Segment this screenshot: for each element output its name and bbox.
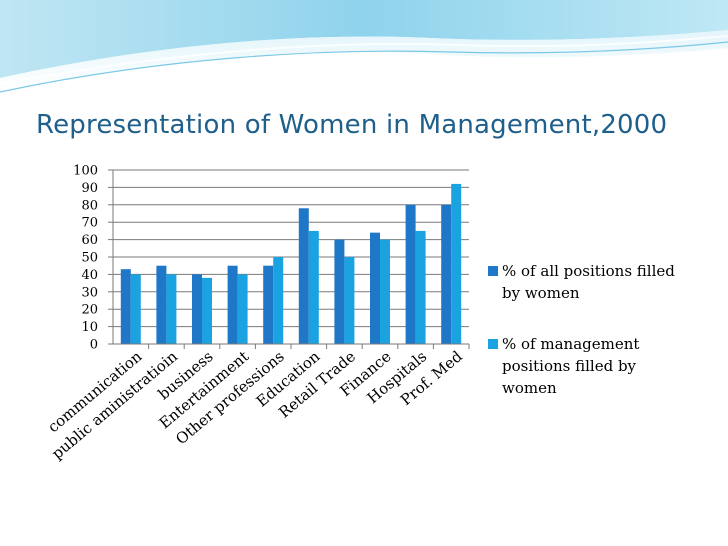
y-tick-label-90: 90 xyxy=(81,181,98,196)
y-tick-label-30: 30 xyxy=(81,285,98,300)
y-tick-label-50: 50 xyxy=(81,251,98,266)
bar-series-1-1 xyxy=(120,269,131,344)
header-wave-banner xyxy=(0,0,728,93)
legend-swatch-series-2 xyxy=(488,339,498,349)
bar-series-1-4 xyxy=(227,265,238,344)
bar-series-2-2 xyxy=(166,274,177,344)
y-tick-label-40: 40 xyxy=(81,268,98,283)
bar-series-1-9 xyxy=(405,204,416,344)
legend-item-series-1: % of all positions filled by women xyxy=(488,260,688,304)
y-tick-labels: 0 10 20 30 40 50 60 70 80 90 100 xyxy=(73,164,98,353)
bar-series-1-10 xyxy=(441,204,452,344)
bar-series-1-2 xyxy=(156,265,167,344)
bar-series-2-7 xyxy=(344,257,355,344)
bar-series-2-9 xyxy=(415,230,426,344)
bar-series-1-8 xyxy=(370,232,380,344)
y-tick-label-10: 10 xyxy=(81,320,98,335)
slide-title: Representation of Women in Management,20… xyxy=(36,110,668,140)
y-tick-label-70: 70 xyxy=(81,216,98,231)
bar-series-2-4 xyxy=(237,274,248,344)
axes xyxy=(108,169,470,349)
bars xyxy=(120,183,462,344)
bar-series-1-6 xyxy=(298,208,309,344)
y-tick-label-20: 20 xyxy=(81,303,98,318)
legend-label-series-1: % of all positions filled by women xyxy=(502,262,675,302)
bar-series-2-5 xyxy=(273,257,284,344)
bar-series-2-3 xyxy=(202,277,212,344)
legend-item-series-2: % of management positions filled by wome… xyxy=(488,333,688,399)
bar-series-1-7 xyxy=(334,239,345,344)
bar-series-2-10 xyxy=(451,183,462,344)
bar-series-1-5 xyxy=(263,265,274,344)
bar-series-2-1 xyxy=(130,274,141,344)
y-tick-label-100: 100 xyxy=(73,164,98,179)
y-tick-label-0: 0 xyxy=(90,338,98,353)
legend-label-series-2: % of management positions filled by wome… xyxy=(502,335,640,397)
y-tick-label-80: 80 xyxy=(81,198,98,213)
bar-series-1-3 xyxy=(192,274,202,344)
bar-series-2-8 xyxy=(380,239,390,344)
legend-swatch-series-1 xyxy=(488,266,498,276)
bar-series-2-6 xyxy=(308,230,319,344)
y-tick-label-60: 60 xyxy=(81,233,98,248)
